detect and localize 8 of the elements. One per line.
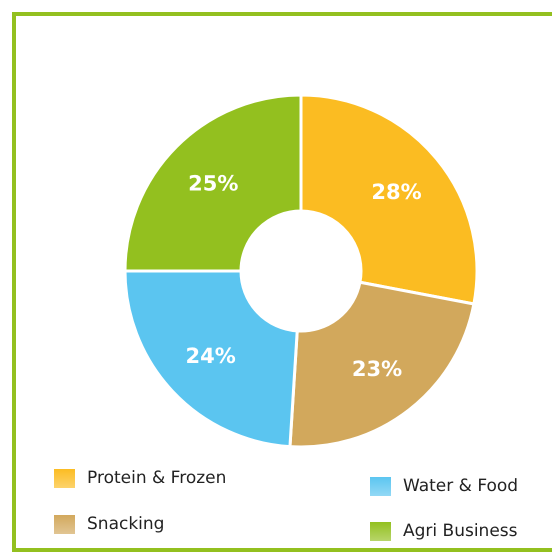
data-label: 23% — [352, 356, 402, 381]
data-label: 28% — [371, 180, 422, 204]
data-label: 25% — [188, 171, 238, 196]
legend-label: Agri Business — [403, 521, 518, 541]
legend-label: Protein & Frozen — [87, 468, 226, 488]
legend-label: Water & Food — [403, 476, 518, 496]
legend-label: Snacking — [87, 514, 164, 534]
data-label: 24% — [185, 344, 236, 368]
